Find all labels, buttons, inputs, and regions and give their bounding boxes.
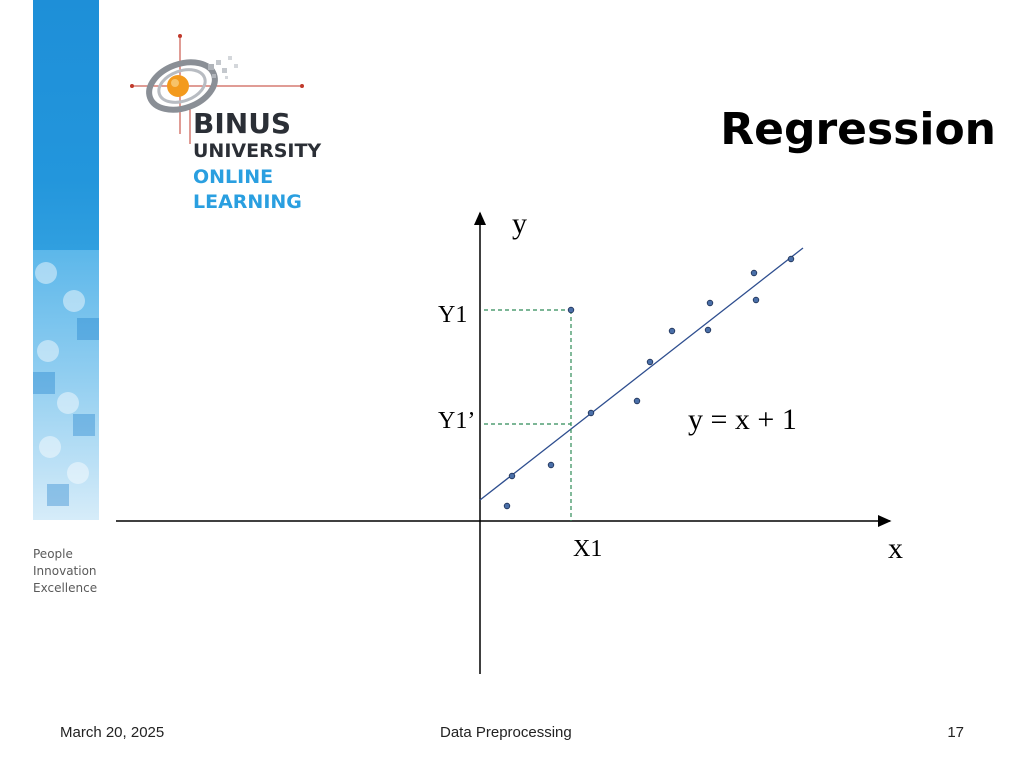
binus-logo xyxy=(130,34,304,144)
data-point xyxy=(508,472,516,480)
page-number: 17 xyxy=(947,724,964,741)
data-point xyxy=(706,299,714,307)
data-point xyxy=(750,269,758,277)
x1-label: X1 xyxy=(573,536,602,562)
footer-title: Data Preprocessing xyxy=(440,724,572,741)
logo-university-text: UNIVERSITY xyxy=(193,140,322,162)
tagline-line: Innovation xyxy=(33,564,97,578)
y-axis-label: y xyxy=(512,207,527,240)
data-point xyxy=(668,327,676,335)
footer-date: March 20, 2025 xyxy=(60,724,165,741)
data-point xyxy=(547,461,555,469)
y1-label: Y1 xyxy=(438,302,467,328)
tagline-line: People xyxy=(33,547,73,561)
data-point xyxy=(646,358,654,366)
logo-learning-text: LEARNING xyxy=(193,191,302,213)
data-point xyxy=(787,255,795,263)
data-point xyxy=(503,502,511,510)
side-decorative-stripe xyxy=(33,0,99,520)
logo-online-text: ONLINE xyxy=(193,166,274,188)
data-point xyxy=(704,326,712,334)
tagline: People Innovation Excellence xyxy=(33,546,97,597)
data-point xyxy=(752,296,760,304)
data-point xyxy=(633,397,641,405)
regression-equation: y = x + 1 xyxy=(688,403,797,436)
data-point xyxy=(587,409,595,417)
regression-line xyxy=(479,247,804,501)
data-points xyxy=(503,255,795,510)
x-axis-label: x xyxy=(888,532,903,565)
tagline-line: Excellence xyxy=(33,581,98,595)
y1-prime-label: Y1’ xyxy=(438,408,475,434)
data-point xyxy=(567,306,575,314)
logo-binus-text: BINUS xyxy=(193,107,292,140)
slide-title: Regression xyxy=(720,104,996,155)
